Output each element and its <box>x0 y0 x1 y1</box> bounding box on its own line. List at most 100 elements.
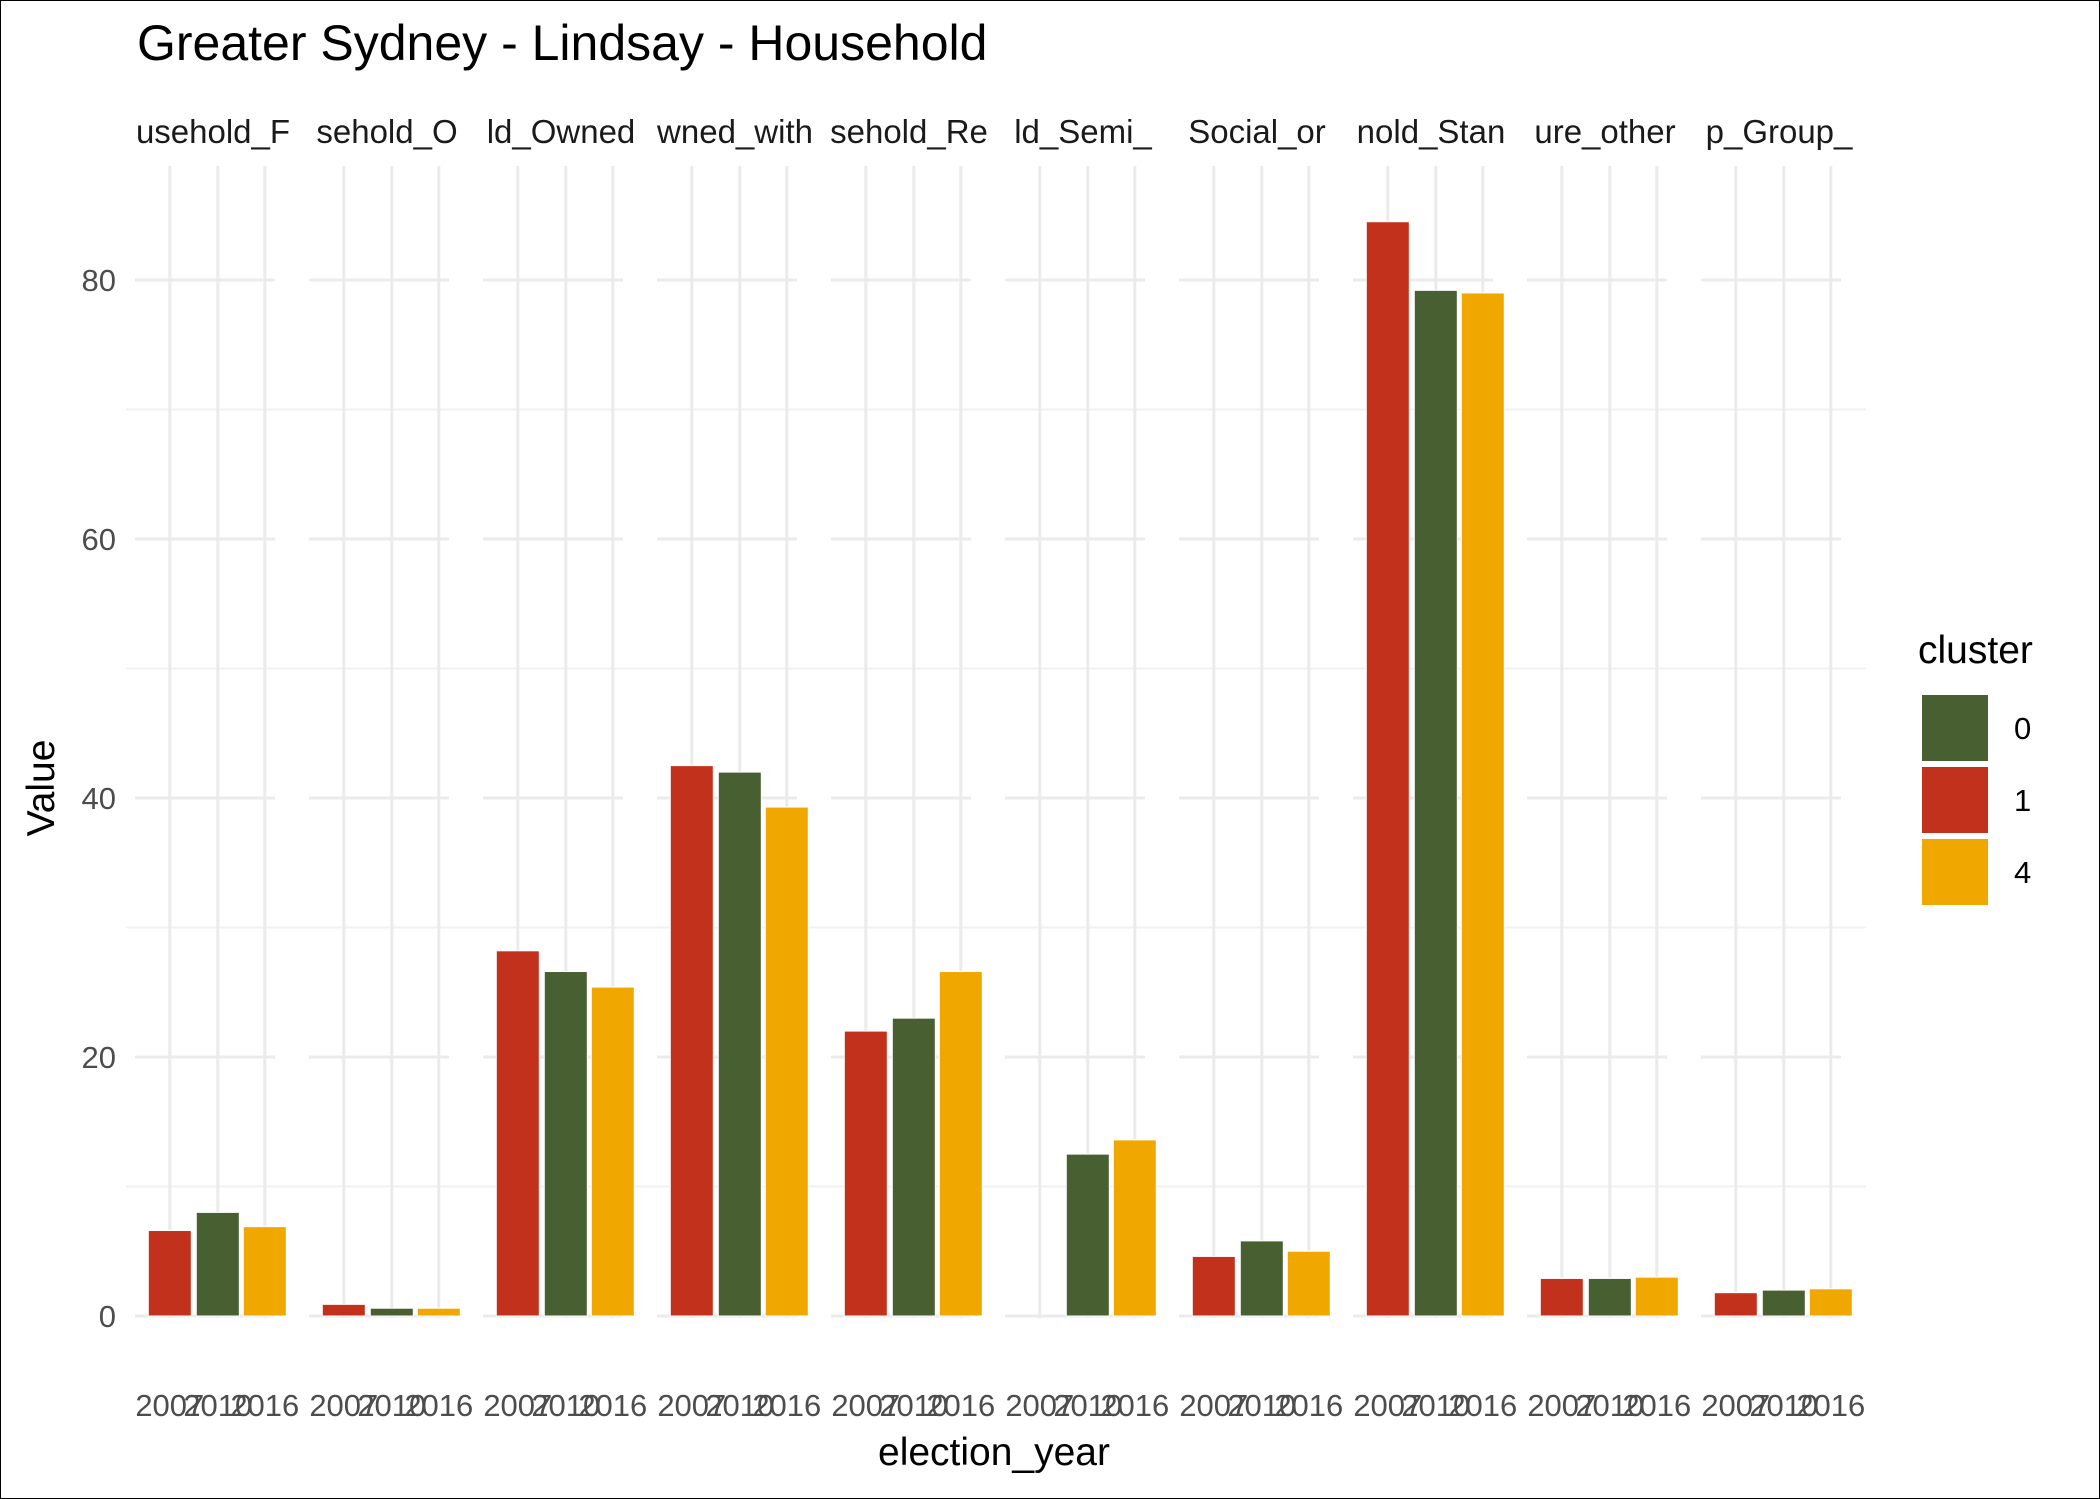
facet-strip-label: nold_Stan <box>1357 113 1506 150</box>
x-tick-label: 2007 <box>831 1388 900 1423</box>
x-tick-label: 2016 <box>1448 1388 1517 1423</box>
x-tick-label: 2007 <box>483 1388 552 1423</box>
legend-key <box>1920 693 1990 763</box>
legend: cluster 0 1 4 <box>1918 629 2033 907</box>
y-axis-title: Value <box>20 740 63 837</box>
bar <box>495 950 540 1317</box>
facet-strip-label: ld_Semi_ <box>1014 113 1152 150</box>
legend-entries: 0 1 4 <box>1920 693 2031 907</box>
y-tick-label: 0 <box>99 1299 116 1334</box>
bar <box>1286 1250 1331 1317</box>
x-tick-label: 2016 <box>230 1388 299 1423</box>
bar <box>543 971 588 1317</box>
x-tick-label: 2010 <box>879 1388 948 1423</box>
x-tick-label: 2016 <box>1796 1388 1865 1423</box>
bar <box>938 971 983 1317</box>
x-tick-label: 2010 <box>531 1388 600 1423</box>
facet-strip-label: sehold_Re <box>830 113 988 150</box>
bar <box>321 1303 366 1317</box>
x-tick-label: 2016 <box>1100 1388 1169 1423</box>
x-tick-label: 2016 <box>1274 1388 1343 1423</box>
x-tick-label: 2016 <box>1622 1388 1691 1423</box>
bar <box>1713 1292 1758 1317</box>
bar <box>1761 1289 1806 1317</box>
bar <box>369 1307 414 1317</box>
bar <box>1112 1139 1157 1317</box>
x-tick-label: 2016 <box>752 1388 821 1423</box>
y-axis: 0 20 40 60 80 <box>82 263 116 1334</box>
legend-key <box>1920 837 1990 907</box>
facet-strip-label: p_Group_ <box>1706 113 1853 150</box>
legend-label: 4 <box>2014 855 2031 890</box>
chart-title: Greater Sydney - Lindsay - Household <box>137 15 987 71</box>
bar <box>1413 289 1458 1317</box>
legend-label: 0 <box>2014 711 2031 746</box>
legend-label: 1 <box>2014 783 2031 818</box>
facet-strip-label: ure_other <box>1534 113 1675 150</box>
y-tick-label: 20 <box>82 1040 116 1075</box>
y-tick-label: 60 <box>82 522 116 557</box>
facet-strip-label: wned_with <box>656 113 813 150</box>
x-tick-label: 2010 <box>1227 1388 1296 1423</box>
bar <box>1539 1277 1584 1317</box>
bar <box>1365 221 1410 1317</box>
y-tick-label: 40 <box>82 781 116 816</box>
x-axis-title: election_year <box>878 1431 1110 1474</box>
x-tick-label: 2010 <box>1053 1388 1122 1423</box>
bar <box>1634 1276 1679 1317</box>
x-tick-label: 2007 <box>1701 1388 1770 1423</box>
x-tick-label: 2007 <box>1179 1388 1248 1423</box>
facet-strip-label: ld_Owned <box>487 113 636 150</box>
bar <box>717 771 762 1317</box>
bar <box>1191 1255 1236 1317</box>
x-tick-label: 2007 <box>1527 1388 1596 1423</box>
bar <box>242 1226 287 1317</box>
bar <box>1587 1277 1632 1317</box>
bar <box>590 986 635 1317</box>
y-tick-label: 80 <box>82 263 116 298</box>
panels: usehold_F200720102016sehold_O20072010201… <box>126 113 1866 1423</box>
x-tick-label: 2010 <box>705 1388 774 1423</box>
legend-entry: 1 <box>1920 765 2031 835</box>
x-tick-label: 2007 <box>657 1388 726 1423</box>
bar <box>1460 292 1505 1317</box>
bar <box>843 1030 888 1317</box>
x-tick-label: 2007 <box>309 1388 378 1423</box>
bar <box>195 1211 240 1317</box>
legend-entry: 4 <box>1920 837 2031 907</box>
x-tick-label: 2010 <box>357 1388 426 1423</box>
x-tick-label: 2007 <box>1353 1388 1422 1423</box>
bar <box>891 1017 936 1317</box>
legend-title: cluster <box>1918 629 2033 672</box>
bar <box>764 806 809 1317</box>
legend-entry: 0 <box>1920 693 2031 763</box>
x-tick-label: 2010 <box>1401 1388 1470 1423</box>
bar <box>1239 1240 1284 1317</box>
facet-strip-label: usehold_F <box>136 113 290 150</box>
x-tick-label: 2016 <box>926 1388 995 1423</box>
bar <box>1065 1153 1110 1317</box>
x-tick-label: 2016 <box>404 1388 473 1423</box>
facet-strip-label: Social_or <box>1188 113 1326 150</box>
x-tick-label: 2010 <box>183 1388 252 1423</box>
legend-key <box>1920 765 1990 835</box>
bar <box>147 1230 192 1317</box>
x-tick-label: 2010 <box>1575 1388 1644 1423</box>
x-tick-label: 2007 <box>135 1388 204 1423</box>
x-tick-label: 2007 <box>1005 1388 1074 1423</box>
bar <box>669 765 714 1317</box>
x-tick-label: 2016 <box>578 1388 647 1423</box>
x-tick-label: 2010 <box>1749 1388 1818 1423</box>
